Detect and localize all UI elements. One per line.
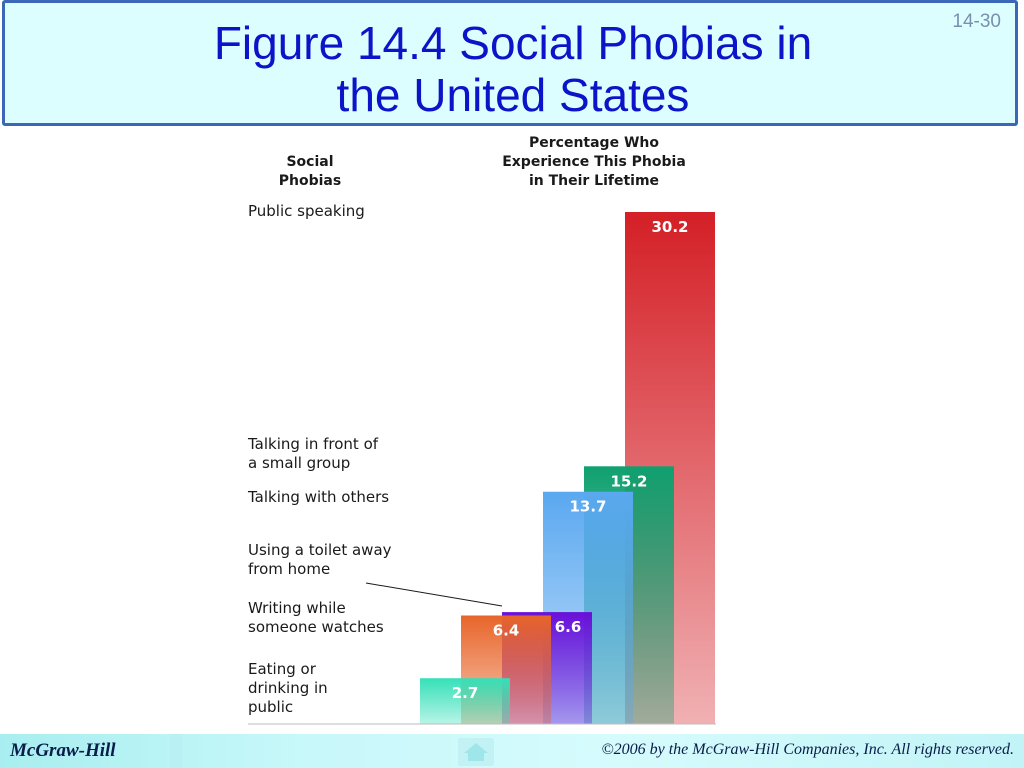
category-label: from home (248, 560, 330, 578)
category-label: drinking in (248, 679, 328, 697)
slide-title-line-2: the United States (336, 69, 690, 121)
category-label: Writing while (248, 599, 346, 617)
footer-band (170, 734, 182, 768)
right-header-line: in Their Lifetime (529, 173, 659, 189)
slide-title-line-1: Figure 14.4 Social Phobias in (213, 17, 813, 69)
left-header-line: Phobias (279, 173, 341, 189)
slide-title: Figure 14.4 Social Phobias in the United… (5, 17, 1021, 121)
category-label: public (248, 698, 293, 716)
home-icon-glyph (464, 743, 488, 761)
bar-chart-figure: Social Phobias Percentage Who Experience Th… (244, 134, 720, 726)
category-label: Talking in front of (247, 435, 379, 453)
right-header-line: Percentage Who (529, 135, 659, 151)
bar-value-label: 30.2 (651, 218, 688, 236)
publisher-name: McGraw-Hill (10, 740, 116, 761)
home-icon[interactable] (458, 738, 494, 766)
category-label: Talking with others (247, 488, 389, 506)
bar-value-label: 2.7 (452, 684, 479, 702)
footer: McGraw-Hill ©2006 by the McGraw-Hill Com… (0, 734, 1024, 768)
left-header-line: Social (286, 154, 333, 170)
bar-value-label: 6.4 (493, 621, 520, 639)
title-box: Figure 14.4 Social Phobias in the United… (2, 0, 1018, 126)
bar-chart: Social Phobias Percentage Who Experience Th… (247, 135, 716, 725)
bar-value-label: 6.6 (555, 618, 582, 636)
bar-value-label: 15.2 (610, 472, 647, 490)
category-label: a small group (248, 454, 350, 472)
category-label: someone watches (248, 618, 384, 636)
category-label: Public speaking (248, 202, 365, 220)
bar (420, 678, 510, 724)
copyright-notice: ©2006 by the McGraw-Hill Companies, Inc.… (601, 741, 1014, 758)
leader-line (365, 582, 503, 607)
right-header-line: Experience This Phobia (502, 154, 686, 170)
category-label: Eating or (248, 660, 317, 678)
category-label: Using a toilet away (248, 541, 392, 559)
bar-value-label: 13.7 (569, 498, 606, 516)
slide-number: 14-30 (952, 11, 1001, 32)
